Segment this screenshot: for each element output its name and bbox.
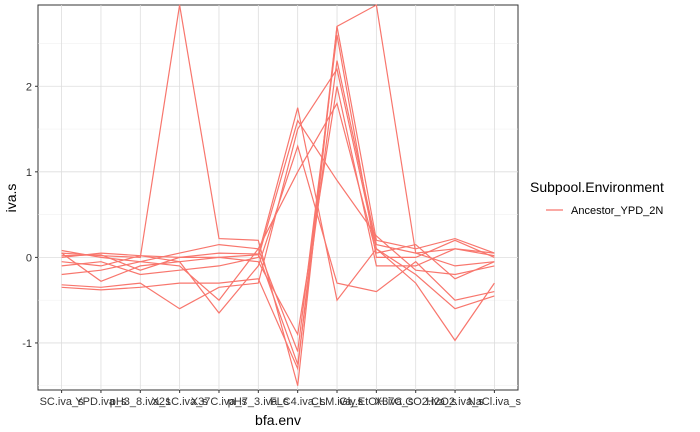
x-tick-label: Gly.EtOH.iva_s [339, 396, 414, 408]
series-line-7 [61, 60, 495, 365]
series-line-8 [61, 119, 495, 276]
x-tick-label: pH7_3.iva_s [228, 396, 290, 408]
y-tick-label: -1 [22, 338, 32, 350]
data-series-lines [61, 4, 495, 386]
series-line-3 [61, 26, 495, 371]
x-tick-label: X21C.iva_s [152, 396, 209, 408]
x-axis-title: bfa.env [255, 412, 301, 428]
legend-entry-label: Ancestor_YPD_2N [571, 205, 663, 217]
y-tick-label: 1 [26, 167, 32, 179]
series-line-9 [61, 86, 495, 337]
grid-lines [38, 5, 518, 390]
y-tick-label: 0 [26, 252, 32, 264]
x-tick-label: pH3_8.iva_s [110, 396, 172, 408]
y-tick-label: 2 [26, 81, 32, 93]
x-tick-label: NaCl.iva_s [468, 396, 522, 408]
series-line-2 [61, 107, 495, 342]
x-tick-label: SC.iva_s [40, 396, 85, 408]
x-tick-label: YPD.iva_s [75, 396, 127, 408]
x-tick-label: H2O2.iva_s [426, 396, 484, 408]
series-line-5 [61, 34, 495, 352]
x-tick-label: FLC4.iva_s [270, 396, 326, 408]
x-tick-label: CLM.iva_s [311, 396, 363, 408]
legend-title: Subpool.Environment [530, 179, 664, 195]
series-line-10 [61, 101, 495, 280]
x-tick-label: X37C.iva_s [191, 396, 248, 408]
y-axis-ticks: -1 0 1 2 [22, 81, 38, 350]
x-tick-label: X37C.CO2.iva_s [375, 396, 457, 408]
plot-panel [37, 4, 519, 391]
x-axis-ticks: SC.iva_sYPD.iva_spH3_8.iva_sX21C.iva_sX3… [40, 390, 522, 408]
y-axis-title: iva.s [3, 184, 19, 213]
series-line-6 [61, 144, 495, 314]
legend: Subpool.Environment Ancestor_YPD_2N [530, 179, 664, 217]
